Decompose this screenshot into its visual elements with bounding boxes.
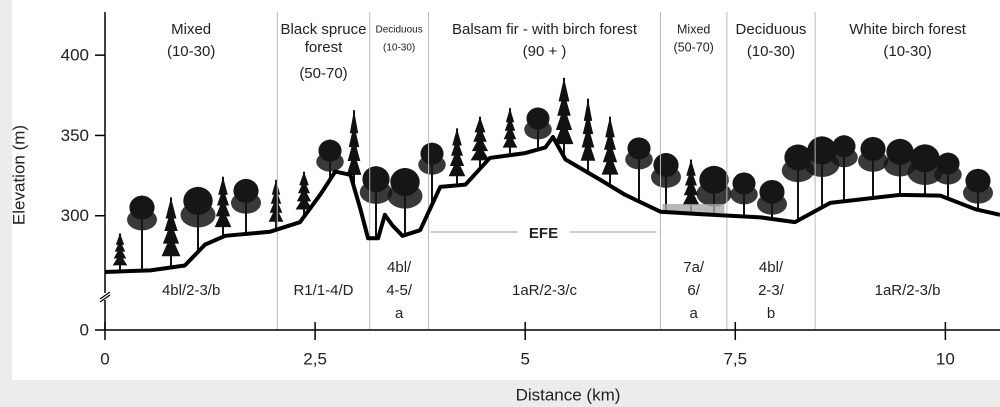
x-tick-label: 5: [520, 349, 529, 368]
x-axis-title: Distance (km): [516, 385, 621, 404]
zone-code: 4bl/: [387, 259, 412, 276]
zone-name: Black spruce: [281, 21, 367, 38]
tree-crown: [181, 202, 216, 227]
chart: Mixed (10-30) 4bl/2-3/b Black spruceforest (…: [0, 0, 1000, 407]
tree-crown: [830, 147, 858, 167]
zone-code: 6/: [687, 282, 700, 299]
tree-crown: [730, 185, 758, 205]
x-tick-label: 2,5: [303, 349, 327, 368]
zone-code: R1/1-4/D: [293, 282, 353, 299]
y-tick-label: 300: [61, 206, 89, 225]
tree-crown: [388, 183, 423, 208]
zone-age: (10-30): [883, 43, 931, 60]
tree-crown: [231, 192, 261, 214]
tree-crown: [524, 120, 552, 140]
zone-name: forest: [305, 39, 343, 56]
y-tick-label: 0: [80, 320, 89, 339]
zone-code: 4-5/: [386, 282, 413, 299]
tree-crown: [963, 182, 993, 204]
tree-crown: [360, 181, 393, 204]
zone-name: Balsam fir - with birch forest: [452, 21, 638, 38]
y-tick-label: 350: [61, 126, 89, 145]
x-tick-label: 7,5: [723, 349, 747, 368]
zone-name: Mixed: [171, 21, 211, 38]
zone-name: Deciduous: [736, 21, 807, 38]
zone-code: a: [395, 305, 404, 322]
zone-age: (50-70): [299, 65, 347, 82]
zone-name: Mixed: [677, 22, 710, 36]
tree-crown: [625, 150, 653, 170]
zone-code: 2-3/: [758, 282, 785, 299]
y-tick-label: 400: [61, 46, 89, 65]
tree-crown: [858, 150, 888, 172]
zone-name: White birch forest: [849, 21, 967, 38]
zone-code: 1aR/2-3/b: [875, 282, 941, 299]
tree-crown: [418, 155, 446, 175]
zone-name: Deciduous: [375, 25, 422, 36]
x-tick-label: 0: [100, 349, 109, 368]
zone-age: (10-30): [747, 43, 795, 60]
zone-age: (90 + ): [523, 43, 567, 60]
tree-crown: [757, 193, 787, 215]
tree-crown: [651, 166, 681, 188]
tree-crown: [127, 209, 157, 231]
annotation: EFE: [529, 225, 558, 242]
zone-code: 4bl/2-3/b: [162, 282, 220, 299]
zone-age: (50-70): [674, 40, 714, 54]
zone-age: (10-30): [383, 43, 415, 54]
page: {"chart_data": { "type": "line", "x_labe…: [0, 0, 1000, 407]
plot-panel: [12, 0, 1000, 380]
y-axis-title: Elevation (m): [9, 125, 28, 225]
tree-crown: [697, 181, 732, 206]
tree-crown: [316, 152, 344, 172]
zone-code: 4bl/: [759, 259, 784, 276]
x-tick-label: 10: [936, 349, 955, 368]
zone-code: b: [767, 305, 775, 322]
tree-crown: [934, 165, 962, 185]
zone-age: (10-30): [167, 43, 215, 60]
zone-code: a: [690, 305, 699, 322]
zone-code: 1aR/2-3/c: [512, 282, 578, 299]
zone-code: 7a/: [683, 259, 705, 276]
